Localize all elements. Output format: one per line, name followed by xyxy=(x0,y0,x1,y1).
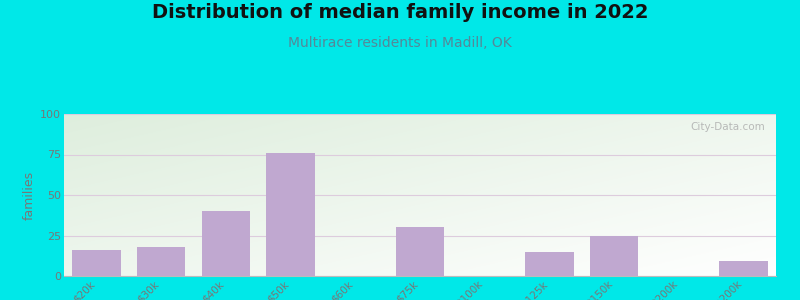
Text: City-Data.com: City-Data.com xyxy=(690,122,766,132)
Bar xyxy=(396,227,444,276)
Bar xyxy=(266,153,315,276)
Bar xyxy=(202,211,250,276)
Bar xyxy=(525,252,574,276)
Bar xyxy=(590,236,638,276)
Bar xyxy=(137,247,186,276)
Bar xyxy=(72,250,121,276)
Text: Multirace residents in Madill, OK: Multirace residents in Madill, OK xyxy=(288,36,512,50)
Bar xyxy=(719,261,768,276)
Y-axis label: families: families xyxy=(23,170,36,220)
Text: Distribution of median family income in 2022: Distribution of median family income in … xyxy=(152,3,648,22)
